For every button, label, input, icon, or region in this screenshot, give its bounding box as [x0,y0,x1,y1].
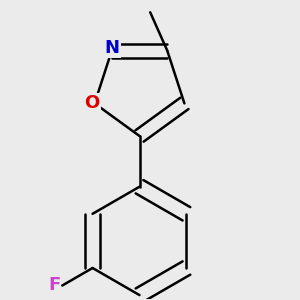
Text: F: F [48,277,61,295]
Text: N: N [104,39,119,57]
Text: O: O [84,94,99,112]
